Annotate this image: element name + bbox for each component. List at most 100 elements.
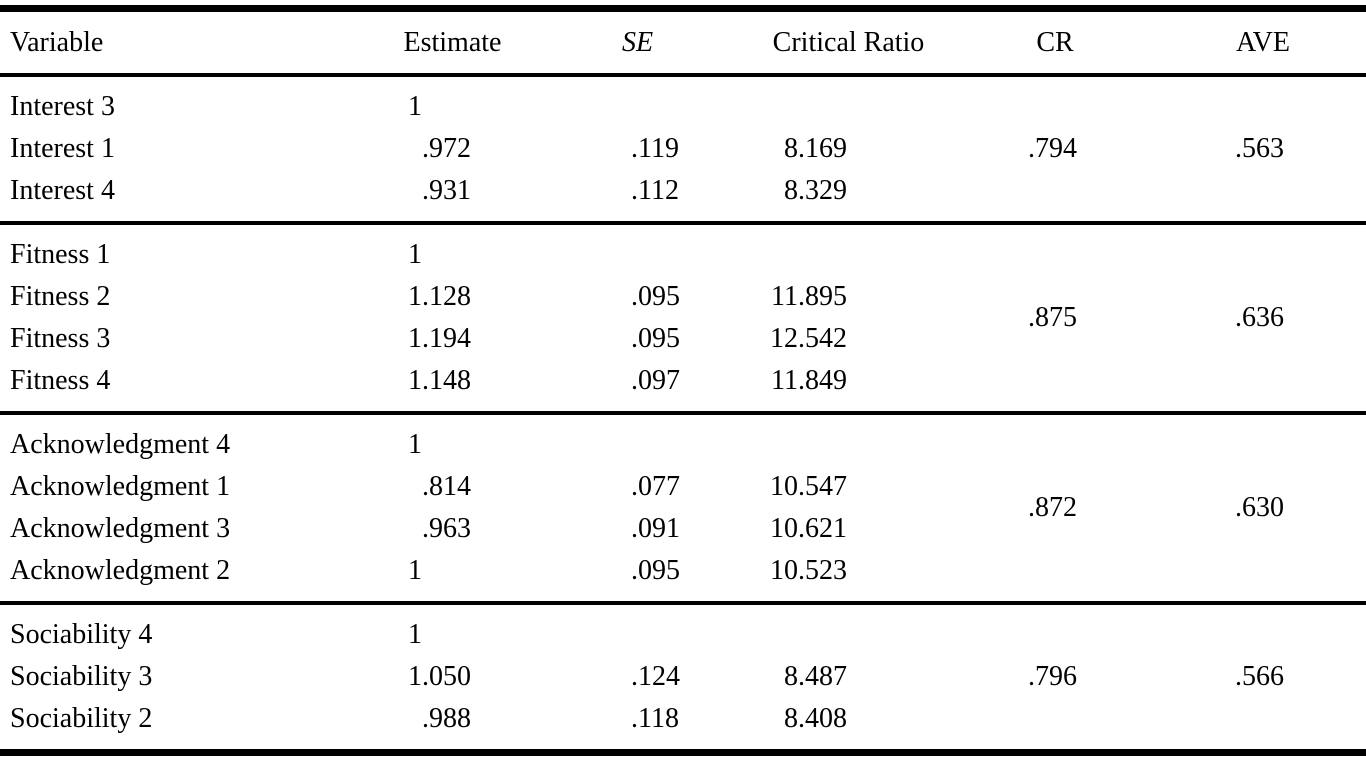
- critical-ratio-cell-frac: .169: [798, 133, 847, 164]
- estimate-cell-int: 1: [408, 239, 422, 270]
- estimate-cell-int: 1: [408, 661, 422, 692]
- se-cell-frac: .112: [631, 175, 679, 206]
- ave-cell: .566: [1150, 661, 1366, 693]
- table-group: Interest 3 1 Interest 1 .972 .119 8.169 Intere…: [0, 77, 1366, 221]
- cr-cell: .872: [960, 492, 1150, 524]
- estimate-cell-frac: .972: [422, 133, 471, 164]
- se-cell: .097: [560, 360, 715, 402]
- critical-ratio-cell-frac: .329: [798, 175, 847, 206]
- se-cell: [560, 234, 715, 276]
- estimate-cell-int: 1: [408, 323, 422, 354]
- variable-cell: Interest 1: [10, 133, 115, 164]
- se-cell-frac: .118: [631, 703, 679, 734]
- estimate-cell: 1.128: [375, 276, 560, 318]
- table-group: Sociability 4 1 Sociability 3 1.050 .124 8.48…: [0, 605, 1366, 749]
- estimate-cell: 1.050: [375, 656, 560, 698]
- se-cell: .118: [560, 698, 715, 740]
- critical-ratio-cell-int: 10: [770, 471, 798, 502]
- variable-cell: Acknowledgment 2: [10, 555, 231, 586]
- se-cell: .077: [560, 466, 715, 508]
- estimate-cell: 1.194: [375, 318, 560, 360]
- variable-cell: Interest 4: [10, 175, 115, 206]
- critical-ratio-cell-frac: .849: [798, 365, 847, 396]
- critical-ratio-cell: 10.523: [715, 550, 960, 592]
- cr-cell: .875: [960, 302, 1150, 334]
- critical-ratio-cell: 11.895: [715, 276, 960, 318]
- table-group: Fitness 1 1 Fitness 2 1.128.095 11.895 Fitnes…: [0, 225, 1366, 411]
- critical-ratio-cell-int: 8: [784, 661, 798, 692]
- estimate-cell-frac: .050: [422, 661, 471, 692]
- variable-cell: Interest 3: [10, 91, 115, 122]
- critical-ratio-cell-int: 11: [771, 365, 798, 396]
- critical-ratio-cell-frac: .621: [798, 513, 847, 544]
- se-cell: [560, 424, 715, 466]
- variable-cell: Sociability 2: [10, 703, 153, 734]
- critical-ratio-cell: 12.542: [715, 318, 960, 360]
- critical-ratio-cell-int: 8: [784, 175, 798, 206]
- critical-ratio-cell-frac: .408: [798, 703, 847, 734]
- se-cell: .095: [560, 550, 715, 592]
- column-header-cr: CR: [1036, 26, 1074, 58]
- estimate-cell-frac: .128: [422, 281, 471, 312]
- estimate-cell: 1: [375, 550, 560, 592]
- variable-cell: Sociability 3: [10, 661, 153, 692]
- header-bottom-rule: [0, 73, 1366, 77]
- variable-cell: Sociability 4: [10, 619, 153, 650]
- group-separator-rule: [0, 411, 1366, 415]
- estimate-cell: .972: [375, 128, 560, 170]
- critical-ratio-cell-int: 12: [770, 323, 798, 354]
- critical-ratio-cell-int: 8: [784, 133, 798, 164]
- group-separator-rule: [0, 221, 1366, 225]
- critical-ratio-cell: 10.547: [715, 466, 960, 508]
- variable-cell: Acknowledgment 1: [10, 471, 231, 502]
- estimate-cell-frac: .148: [422, 365, 471, 396]
- ave-cell: .563: [1150, 133, 1366, 165]
- se-cell: .091: [560, 508, 715, 550]
- critical-ratio-cell: [715, 86, 960, 128]
- critical-ratio-cell: 8.408: [715, 698, 960, 740]
- se-cell: .095: [560, 318, 715, 360]
- ave-cell-frac: .636: [1235, 302, 1284, 333]
- se-cell: .095: [560, 276, 715, 318]
- variable-cell: Acknowledgment 3: [10, 513, 231, 544]
- column-header-ave: AVE: [1236, 26, 1290, 58]
- estimate-cell-int: 1: [408, 429, 422, 460]
- se-cell: .112: [560, 170, 715, 212]
- estimate-cell-frac: .963: [422, 513, 471, 544]
- critical-ratio-cell: [715, 234, 960, 276]
- cr-cell: .796: [960, 661, 1150, 693]
- critical-ratio-cell-int: 8: [784, 703, 798, 734]
- variable-cell: Fitness 4: [10, 365, 111, 396]
- estimate-cell: .988: [375, 698, 560, 740]
- variable-cell: Acknowledgment 4: [10, 429, 231, 460]
- estimate-cell-int: 1: [408, 281, 422, 312]
- column-header-variable: Variable: [10, 26, 104, 58]
- cr-cell-frac: .872: [1028, 492, 1077, 523]
- cr-cell-frac: .875: [1028, 302, 1077, 333]
- ave-cell-frac: .566: [1235, 661, 1284, 692]
- ave-cell-frac: .630: [1235, 492, 1284, 523]
- critical-ratio-cell: [715, 614, 960, 656]
- variable-cell: Fitness 2: [10, 281, 111, 312]
- estimate-cell: .814: [375, 466, 560, 508]
- se-cell-frac: .095: [631, 323, 680, 354]
- estimate-cell: .963: [375, 508, 560, 550]
- critical-ratio-cell-frac: .542: [798, 323, 847, 354]
- critical-ratio-cell: 8.487: [715, 656, 960, 698]
- estimate-cell-frac: .194: [422, 323, 471, 354]
- se-cell-frac: .097: [631, 365, 680, 396]
- se-cell-frac: .095: [631, 281, 680, 312]
- critical-ratio-cell: 8.169: [715, 128, 960, 170]
- column-header-critical-ratio: Critical Ratio: [772, 26, 925, 58]
- table-header-row: Variable Estimate SE Critical Ratio CR A…: [0, 12, 1366, 73]
- estimate-cell-frac: .814: [422, 471, 471, 502]
- estimate-cell: 1: [375, 424, 560, 466]
- cr-cell-frac: .794: [1028, 133, 1077, 164]
- estimate-cell-int: 1: [408, 365, 422, 396]
- critical-ratio-cell-frac: .547: [798, 471, 847, 502]
- critical-ratio-cell: 11.849: [715, 360, 960, 402]
- se-cell-frac: .095: [631, 555, 680, 586]
- table-bottom-rule: [0, 749, 1366, 756]
- se-cell-frac: .124: [631, 661, 680, 692]
- critical-ratio-cell-int: 11: [771, 281, 798, 312]
